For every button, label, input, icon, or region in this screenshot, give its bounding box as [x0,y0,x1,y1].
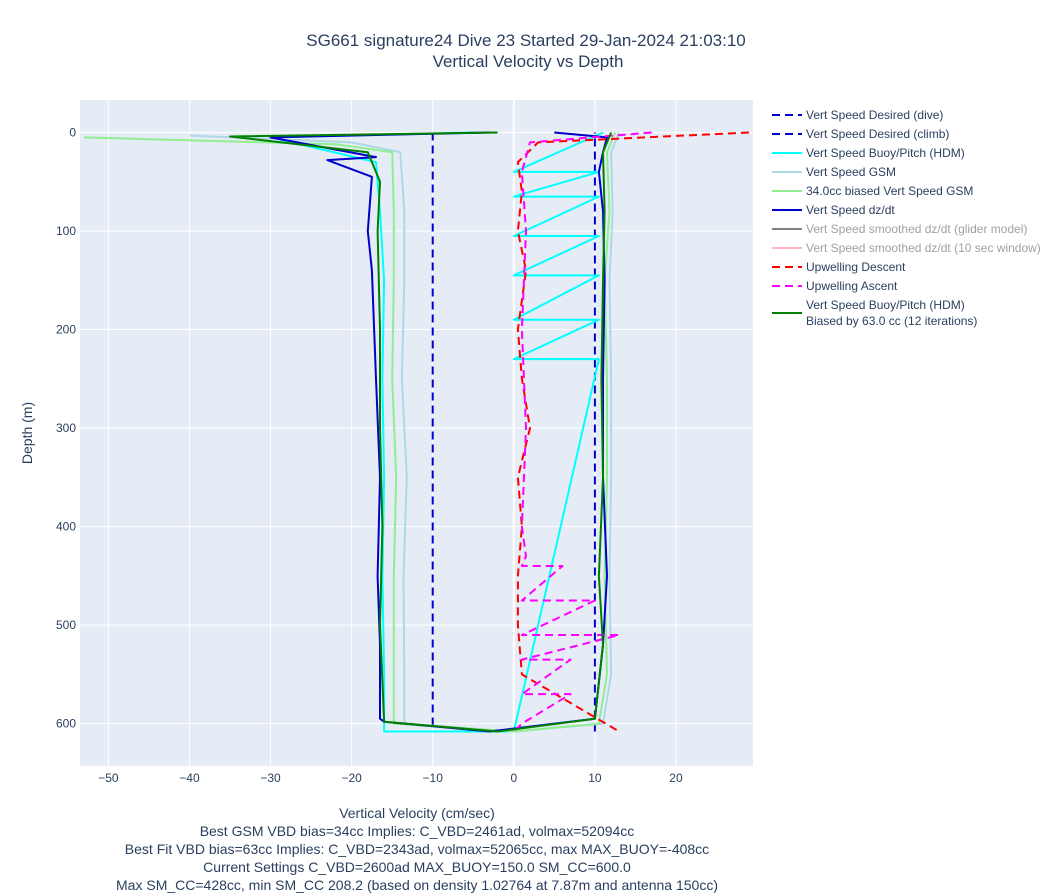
x-tick-label: −10 [423,771,444,785]
caption-current-settings: Current Settings C_VBD=2600ad MAX_BUOY=1… [203,859,631,875]
legend-label[interactable]: Vert Speed dz/dt [806,203,895,217]
x-tick-label: −40 [179,771,200,785]
legend: Vert Speed Desired (dive) Vert Speed Desi… [772,108,1041,328]
legend-label[interactable]: Vert Speed smoothed dz/dt (glider model) [806,222,1027,236]
caption-fit-bias: Best Fit VBD bias=63cc Implies: C_VBD=23… [125,841,709,857]
y-tick-label: 0 [69,126,76,140]
y-tick-label: 400 [56,520,76,534]
y-axis-ticks: 0 100 200 300 400 500 600 [56,126,76,731]
x-tick-label: 20 [669,771,683,785]
chart-title: SG661 signature24 Dive 23 Started 29-Jan… [306,31,745,50]
x-tick-label: −50 [98,771,119,785]
y-axis-title: Depth (m) [19,402,35,464]
y-tick-label: 500 [56,618,76,632]
caption-gsm-bias: Best GSM VBD bias=34cc Implies: C_VBD=24… [200,823,635,839]
x-tick-label: 10 [588,771,602,785]
legend-label[interactable]: Upwelling Descent [806,260,906,274]
legend-label[interactable]: Vert Speed smoothed dz/dt (10 sec window… [806,241,1041,255]
legend-label[interactable]: Vert Speed Desired (climb) [806,127,949,141]
series-lines [84,131,749,733]
x-axis-ticks: −50 −40 −30 −20 −10 0 10 20 [98,771,683,785]
series-line-8 [516,131,749,733]
series-line-2 [269,131,604,733]
x-axis-title: Vertical Velocity (cm/sec) [339,805,495,821]
caption-sm-cc: Max SM_CC=428cc, min SM_CC 208.2 (based … [116,877,718,893]
plot-area [80,100,753,766]
x-tick-label: −20 [341,771,362,785]
y-tick-label: 100 [56,224,76,238]
legend-label[interactable]: Vert Speed Desired (dive) [806,108,943,122]
series-line-5 [269,131,608,733]
legend-label[interactable]: Upwelling Ascent [806,279,898,293]
series-line-10 [229,131,613,733]
legend-label[interactable]: Vert Speed Buoy/Pitch (HDM) [806,146,965,160]
legend-label[interactable]: Vert Speed Buoy/Pitch (HDM) [806,298,965,312]
chart-subtitle: Vertical Velocity vs Depth [433,52,624,71]
legend-label[interactable]: 34.0cc biased Vert Speed GSM [806,184,973,198]
series-line-9 [513,131,652,733]
legend-label[interactable]: Vert Speed GSM [806,165,896,179]
x-tick-label: −30 [260,771,281,785]
x-tick-label: 0 [510,771,517,785]
y-tick-label: 600 [56,717,76,731]
y-tick-label: 200 [56,323,76,337]
legend-label-line2: Biased by 63.0 cc (12 iterations) [806,314,977,328]
y-tick-label: 300 [56,421,76,435]
